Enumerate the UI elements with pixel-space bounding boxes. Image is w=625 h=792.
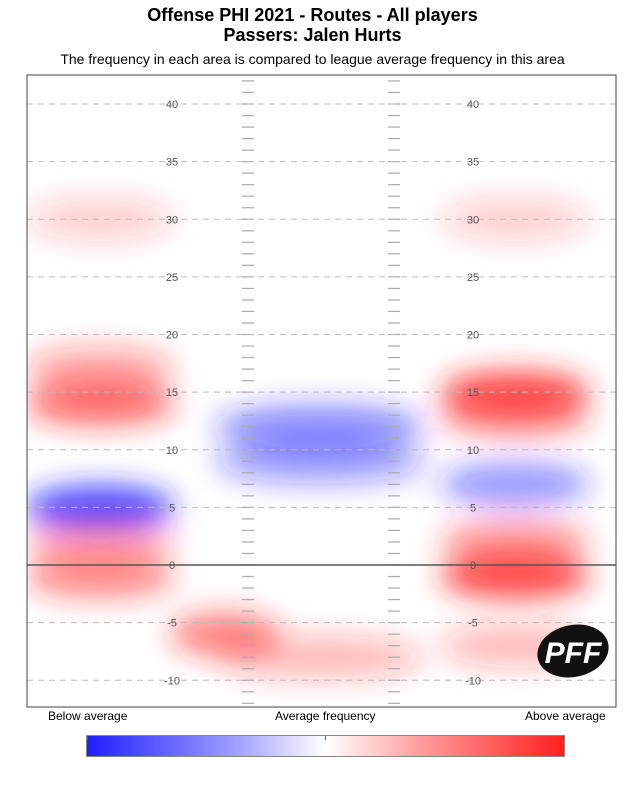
yard-label: 5 xyxy=(169,502,175,514)
yard-label: -5 xyxy=(167,618,177,630)
yard-label: 10 xyxy=(467,445,479,457)
heat-cell xyxy=(27,485,175,530)
yard-label: -10 xyxy=(164,675,180,687)
plot-border xyxy=(26,74,617,708)
yard-label: 40 xyxy=(166,99,178,111)
color-scale-tick xyxy=(563,736,564,740)
heat-cell xyxy=(27,197,175,242)
heat-cell xyxy=(440,554,590,599)
heat-cell xyxy=(27,347,175,392)
heat-layer xyxy=(27,197,590,680)
heat-cell xyxy=(27,381,175,426)
heat-cell xyxy=(440,519,590,564)
yard-label: 15 xyxy=(166,387,178,399)
heat-cell xyxy=(215,439,425,484)
heat-cell xyxy=(27,519,175,564)
heat-cell xyxy=(440,393,590,438)
pff-logo-text: PFF xyxy=(545,637,602,670)
yard-label: -10 xyxy=(465,675,481,687)
yard-labels: 40 40 35 35 30 30 25 25 20 20 15 15 10 10 5 5 0 0 -5 -5 -10 -… xyxy=(164,99,481,687)
yard-label: -5 xyxy=(468,618,478,630)
color-scale-tick xyxy=(87,736,88,740)
heat-cell xyxy=(440,462,590,507)
heat-cell xyxy=(27,554,175,599)
chart-title-line2: Passers: Jalen Hurts xyxy=(223,25,402,45)
yard-label: 0 xyxy=(169,560,175,572)
yard-gridlines xyxy=(27,103,616,681)
pff-logo: PFF xyxy=(537,624,609,678)
legend-above-average: Above average xyxy=(525,709,606,723)
yard-label: 15 xyxy=(467,387,479,399)
heat-cell xyxy=(215,635,425,680)
pff-logo-shape xyxy=(537,624,609,678)
heat-cell xyxy=(215,404,425,449)
yard-label: 0 xyxy=(470,560,476,572)
yard-label: 20 xyxy=(166,330,178,342)
yard-label: 35 xyxy=(467,157,479,169)
yard-label: 25 xyxy=(467,272,479,284)
yard-label: 10 xyxy=(166,445,178,457)
yard-label: 25 xyxy=(166,272,178,284)
yard-label: 5 xyxy=(470,502,476,514)
yard-label: 30 xyxy=(467,214,479,226)
color-scale-bar xyxy=(86,735,565,757)
color-scale-tick xyxy=(325,736,326,740)
chart-subtitle: The frequency in each area is compared t… xyxy=(60,51,565,67)
yard-label: 40 xyxy=(467,99,479,111)
yard-label: 30 xyxy=(166,214,178,226)
legend-below-average: Below average xyxy=(48,709,128,723)
chart-title-line1: Offense PHI 2021 - Routes - All players xyxy=(147,5,478,25)
chart-title: Offense PHI 2021 - Routes - All players … xyxy=(0,5,625,45)
yard-label: 35 xyxy=(166,157,178,169)
legend-average-frequency: Average frequency xyxy=(275,709,376,723)
yard-label: 20 xyxy=(467,330,479,342)
